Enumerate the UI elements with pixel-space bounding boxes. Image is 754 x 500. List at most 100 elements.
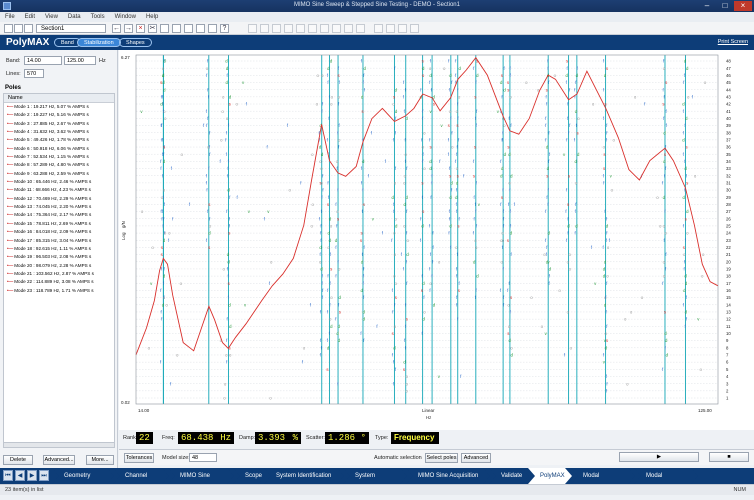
- tab-stabilization[interactable]: Stabilization: [77, 38, 121, 47]
- previous-step-icon[interactable]: ◀: [15, 470, 25, 481]
- workflow-step-system-verification[interactable]: System Verification: [343, 468, 407, 484]
- cut-icon[interactable]: ✂: [148, 24, 157, 33]
- forward-icon[interactable]: →: [124, 24, 133, 33]
- pole-row[interactable]: •—Mode 7 : 52.534 Hz, 1.15 % AMPS s: [4, 153, 114, 161]
- workflow-step-modal-synthesis[interactable]: Modal Synthesis: [571, 468, 635, 484]
- pole-row[interactable]: •—Mode 9 : 63.288 Hz, 2.59 % AMPS s: [4, 170, 114, 178]
- paste-icon[interactable]: [172, 24, 181, 33]
- pole-row[interactable]: •—Mode 18 : 92.615 Hz, 1.11 % AMPS s: [4, 245, 114, 253]
- pole-row[interactable]: •—Mode 2 : 19.227 Hz, 5.16 % AMPS s: [4, 111, 114, 119]
- next-step-icon[interactable]: ▶: [27, 470, 37, 481]
- view-icon-2[interactable]: [260, 24, 269, 33]
- pole-marker: f: [163, 295, 165, 300]
- pole-row[interactable]: •—Mode 3 : 27.885 Hz, 2.67 % AMPS s: [4, 120, 114, 128]
- pole-row[interactable]: •—Mode 15 : 78.811 Hz, 2.69 % AMPS s: [4, 220, 114, 228]
- band-from-input[interactable]: 14.00: [24, 56, 62, 65]
- menu-help[interactable]: Help: [145, 14, 159, 20]
- view-icon-12[interactable]: [386, 24, 395, 33]
- help-icon[interactable]: ?: [220, 24, 229, 33]
- workflow-step-modal-validation[interactable]: Modal Validation: [634, 468, 698, 484]
- delete-icon[interactable]: ×: [136, 24, 145, 33]
- view-icon-9[interactable]: [344, 24, 353, 33]
- pole-row[interactable]: •—Mode 12 : 70.469 Hz, 2.29 % AMPS s: [4, 195, 114, 203]
- properties-icon[interactable]: [208, 24, 217, 33]
- workflow-step-mimo-sine-setup[interactable]: MIMO Sine Setup: [168, 468, 234, 484]
- view-icon-4[interactable]: [284, 24, 293, 33]
- copy-icon[interactable]: [160, 24, 169, 33]
- pole-row[interactable]: •—Mode 11 : 68.666 Hz, 4.23 % AMPS s: [4, 186, 114, 194]
- menu-edit[interactable]: Edit: [24, 14, 36, 20]
- open-folder-icon[interactable]: [14, 24, 23, 33]
- workflow-step-channel-setup[interactable]: Channel Setup: [113, 468, 169, 484]
- pole-row[interactable]: •—Mode 22 : 114.889 Hz, 3.08 % AMPS s: [4, 278, 114, 286]
- maximize-button[interactable]: □: [722, 1, 728, 10]
- menu-view[interactable]: View: [45, 14, 58, 20]
- pole-row[interactable]: •—Mode 23 : 118.789 Hz, 1.71 % AMPS s: [4, 287, 114, 295]
- pole-marker: f: [567, 116, 569, 121]
- delete-button[interactable]: Delete: [3, 455, 33, 465]
- pole-row[interactable]: •—Mode 19 : 96.503 Hz, 2.08 % AMPS s: [4, 253, 114, 261]
- close-button[interactable]: ×: [734, 1, 752, 11]
- first-step-icon[interactable]: ⏮: [3, 470, 13, 481]
- save-icon[interactable]: [24, 24, 33, 33]
- view-icon-6[interactable]: [308, 24, 317, 33]
- pole-row[interactable]: •—Mode 14 : 75.364 Hz, 2.17 % AMPS s: [4, 211, 114, 219]
- menu-file[interactable]: File: [5, 14, 15, 20]
- pole-row[interactable]: •—Mode 6 : 50.918 Hz, 6.06 % AMPS s: [4, 145, 114, 153]
- pole-row[interactable]: •—Mode 5 : 49.426 Hz, 1.78 % AMPS s: [4, 136, 114, 144]
- pole-row[interactable]: •—Mode 17 : 85.315 Hz, 3.04 % AMPS s: [4, 237, 114, 245]
- section-selector[interactable]: Section1: [36, 24, 106, 33]
- view-icon-10[interactable]: [356, 24, 365, 33]
- stop-button[interactable]: ■: [709, 452, 749, 462]
- print-preview-icon[interactable]: [184, 24, 193, 33]
- menu-data[interactable]: Data: [67, 14, 81, 20]
- workflow-step-system-identification[interactable]: System Identification: [264, 468, 344, 484]
- pole-row[interactable]: •—Mode 16 : 84.018 Hz, 2.09 % AMPS s: [4, 228, 114, 236]
- pole-row[interactable]: •—Mode 20 : 98.079 Hz, 2.28 % AMPS s: [4, 262, 114, 270]
- pole-marker: f: [392, 288, 394, 293]
- view-icon-13[interactable]: [398, 24, 407, 33]
- minimize-button[interactable]: –: [704, 1, 710, 10]
- advanced-selection-button[interactable]: Advanced: [461, 453, 491, 463]
- workflow-step-geometry[interactable]: Geometry: [52, 468, 114, 484]
- view-icon-5[interactable]: [296, 24, 305, 33]
- pole-row[interactable]: •—Mode 1 : 19.217 Hz, 5.07 % AMPS s: [4, 103, 114, 111]
- menu-tools[interactable]: Tools: [90, 14, 105, 20]
- pole-marker: f: [362, 188, 364, 193]
- back-icon[interactable]: ←: [112, 24, 121, 33]
- view-icon-7[interactable]: [320, 24, 329, 33]
- stabilization-diagram[interactable]: ffdoffssdffffffofdffffoodfdsdfffdfoffoff…: [119, 50, 754, 430]
- pole-row[interactable]: •—Mode 13 : 74.045 Hz, 2.20 % AMPS s: [4, 203, 114, 211]
- view-icon-8[interactable]: [332, 24, 341, 33]
- menu-window[interactable]: Window: [114, 14, 136, 20]
- play-button[interactable]: ▶: [619, 452, 699, 462]
- workflow-step-mimo-sine-acquisition[interactable]: MIMO Sine Acquisition: [406, 468, 490, 484]
- view-icon-11[interactable]: [374, 24, 383, 33]
- print-icon[interactable]: [196, 24, 205, 33]
- more-button[interactable]: More...: [86, 455, 114, 465]
- pole-row[interactable]: •—Mode 10 : 65.446 Hz, 2.46 % AMPS s: [4, 178, 114, 186]
- tab-shapes[interactable]: Shapes: [119, 38, 152, 47]
- poles-list-header[interactable]: Name: [4, 94, 114, 103]
- workflow-step-validate[interactable]: Validate: [489, 468, 529, 484]
- band-to-input[interactable]: 125.00: [64, 56, 96, 65]
- pole-marker: o: [567, 310, 570, 315]
- model-size-input[interactable]: 48: [189, 453, 217, 462]
- last-step-icon[interactable]: ⏭: [39, 470, 49, 481]
- advanced-button[interactable]: Advanced...: [43, 455, 75, 465]
- pole-row[interactable]: •—Mode 4 : 31.632 Hz, 3.62 % AMPS s: [4, 128, 114, 136]
- workflow-step-polymax[interactable]: PolyMAX: [528, 468, 572, 484]
- view-icon-1[interactable]: [248, 24, 257, 33]
- print-screen-link[interactable]: Print Screen: [717, 39, 748, 45]
- workflow-step-scope[interactable]: Scope: [233, 468, 265, 484]
- view-icon-14[interactable]: [410, 24, 419, 33]
- poles-horizontal-scrollbar[interactable]: [3, 442, 115, 448]
- lines-input[interactable]: 570: [24, 69, 44, 78]
- tolerances-button[interactable]: Tolerances: [124, 453, 154, 463]
- view-icon-3[interactable]: [272, 24, 281, 33]
- pole-row[interactable]: •—Mode 21 : 103.562 Hz, 2.87 % AMPS s: [4, 270, 114, 278]
- new-file-icon[interactable]: [4, 24, 13, 33]
- pole-row[interactable]: •—Mode 8 : 57.289 Hz, 4.80 % AMPS s: [4, 161, 114, 169]
- select-poles-button[interactable]: Select poles: [425, 453, 458, 463]
